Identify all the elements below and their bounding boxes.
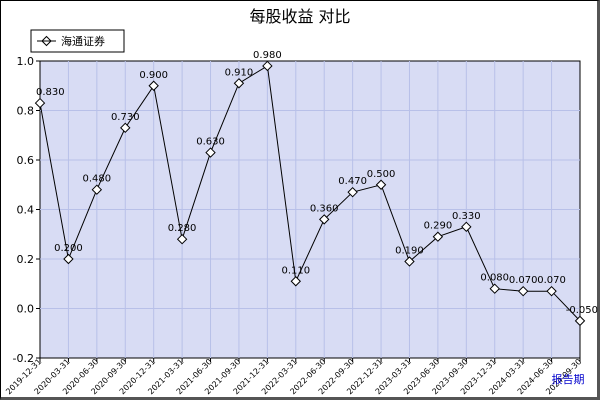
data-point-marker [290,276,301,287]
data-label: 0.500 [367,169,396,180]
data-label: 0.070 [537,275,566,286]
data-points [34,60,586,327]
data-label: 0.630 [196,137,225,148]
data-point-marker [546,285,557,297]
data-point-marker [432,231,444,242]
data-label: 0.070 [509,275,538,286]
y-tick-label: 0.8 [17,105,35,118]
x-axis-label: 报告期 [552,372,585,386]
data-point-marker [517,285,529,297]
data-label: 0.830 [36,87,65,98]
data-label: 0.730 [111,112,140,123]
data-point-marker [233,78,245,89]
legend-entry-haitong: 海通证券 [61,34,105,48]
data-point-marker [404,256,415,267]
legend-diamond-icon [41,35,52,47]
y-tick-label: -0.2 [13,352,34,365]
data-point-marker [461,221,472,233]
data-point-marker [319,214,330,225]
data-point-marker [489,283,500,294]
y-axis-ticks: -0.2 0.0 0.2 0.4 0.6 0.8 1.0 [13,55,40,365]
series-line-haitong [39,65,581,322]
data-label: 0.470 [338,176,367,187]
data-point-marker [148,80,159,91]
data-label: 0.280 [168,223,197,234]
data-point-marker [63,253,74,265]
data-point-marker [574,315,586,327]
data-label: 0.910 [225,67,254,78]
data-label: 0.190 [395,245,424,256]
data-label: 0.480 [83,174,112,185]
chart-title: 每股收益 对比 [249,7,350,26]
data-label: -0.050 [566,305,598,316]
series-line-group [39,65,581,322]
data-label: 0.330 [452,211,481,222]
x-axis-ticks: 2019-12-312020-03-312020-06-302020-09-30… [4,357,583,396]
y-tick-label: 1.0 [17,55,35,68]
data-point-marker [205,147,216,158]
y-tick-label: 0.4 [17,204,35,217]
y-tick-label: 0.0 [17,303,35,316]
data-point-marker [347,186,358,198]
grid-lines [40,61,580,358]
data-label: 0.360 [310,203,339,214]
data-label: 0.080 [480,273,509,284]
y-tick-label: 0.2 [17,253,35,266]
data-label: 0.110 [281,265,310,276]
data-label: 0.980 [253,50,282,61]
data-point-marker [34,97,46,109]
data-point-marker [262,60,273,72]
y-tick-label: 0.6 [17,154,35,167]
legend: 海通证券 [30,29,125,53]
data-point-marker [91,184,103,195]
data-point-marker [176,233,188,245]
data-label: 0.900 [139,70,168,81]
legend-box [30,29,125,53]
data-label: 0.290 [424,221,453,232]
data-point-marker [375,179,387,190]
data-labels: 0.830 0.200 0.480 0.730 0.900 0.280 0.630 0.910… [36,50,598,316]
data-label: 0.200 [54,243,83,254]
data-point-marker [120,122,131,134]
